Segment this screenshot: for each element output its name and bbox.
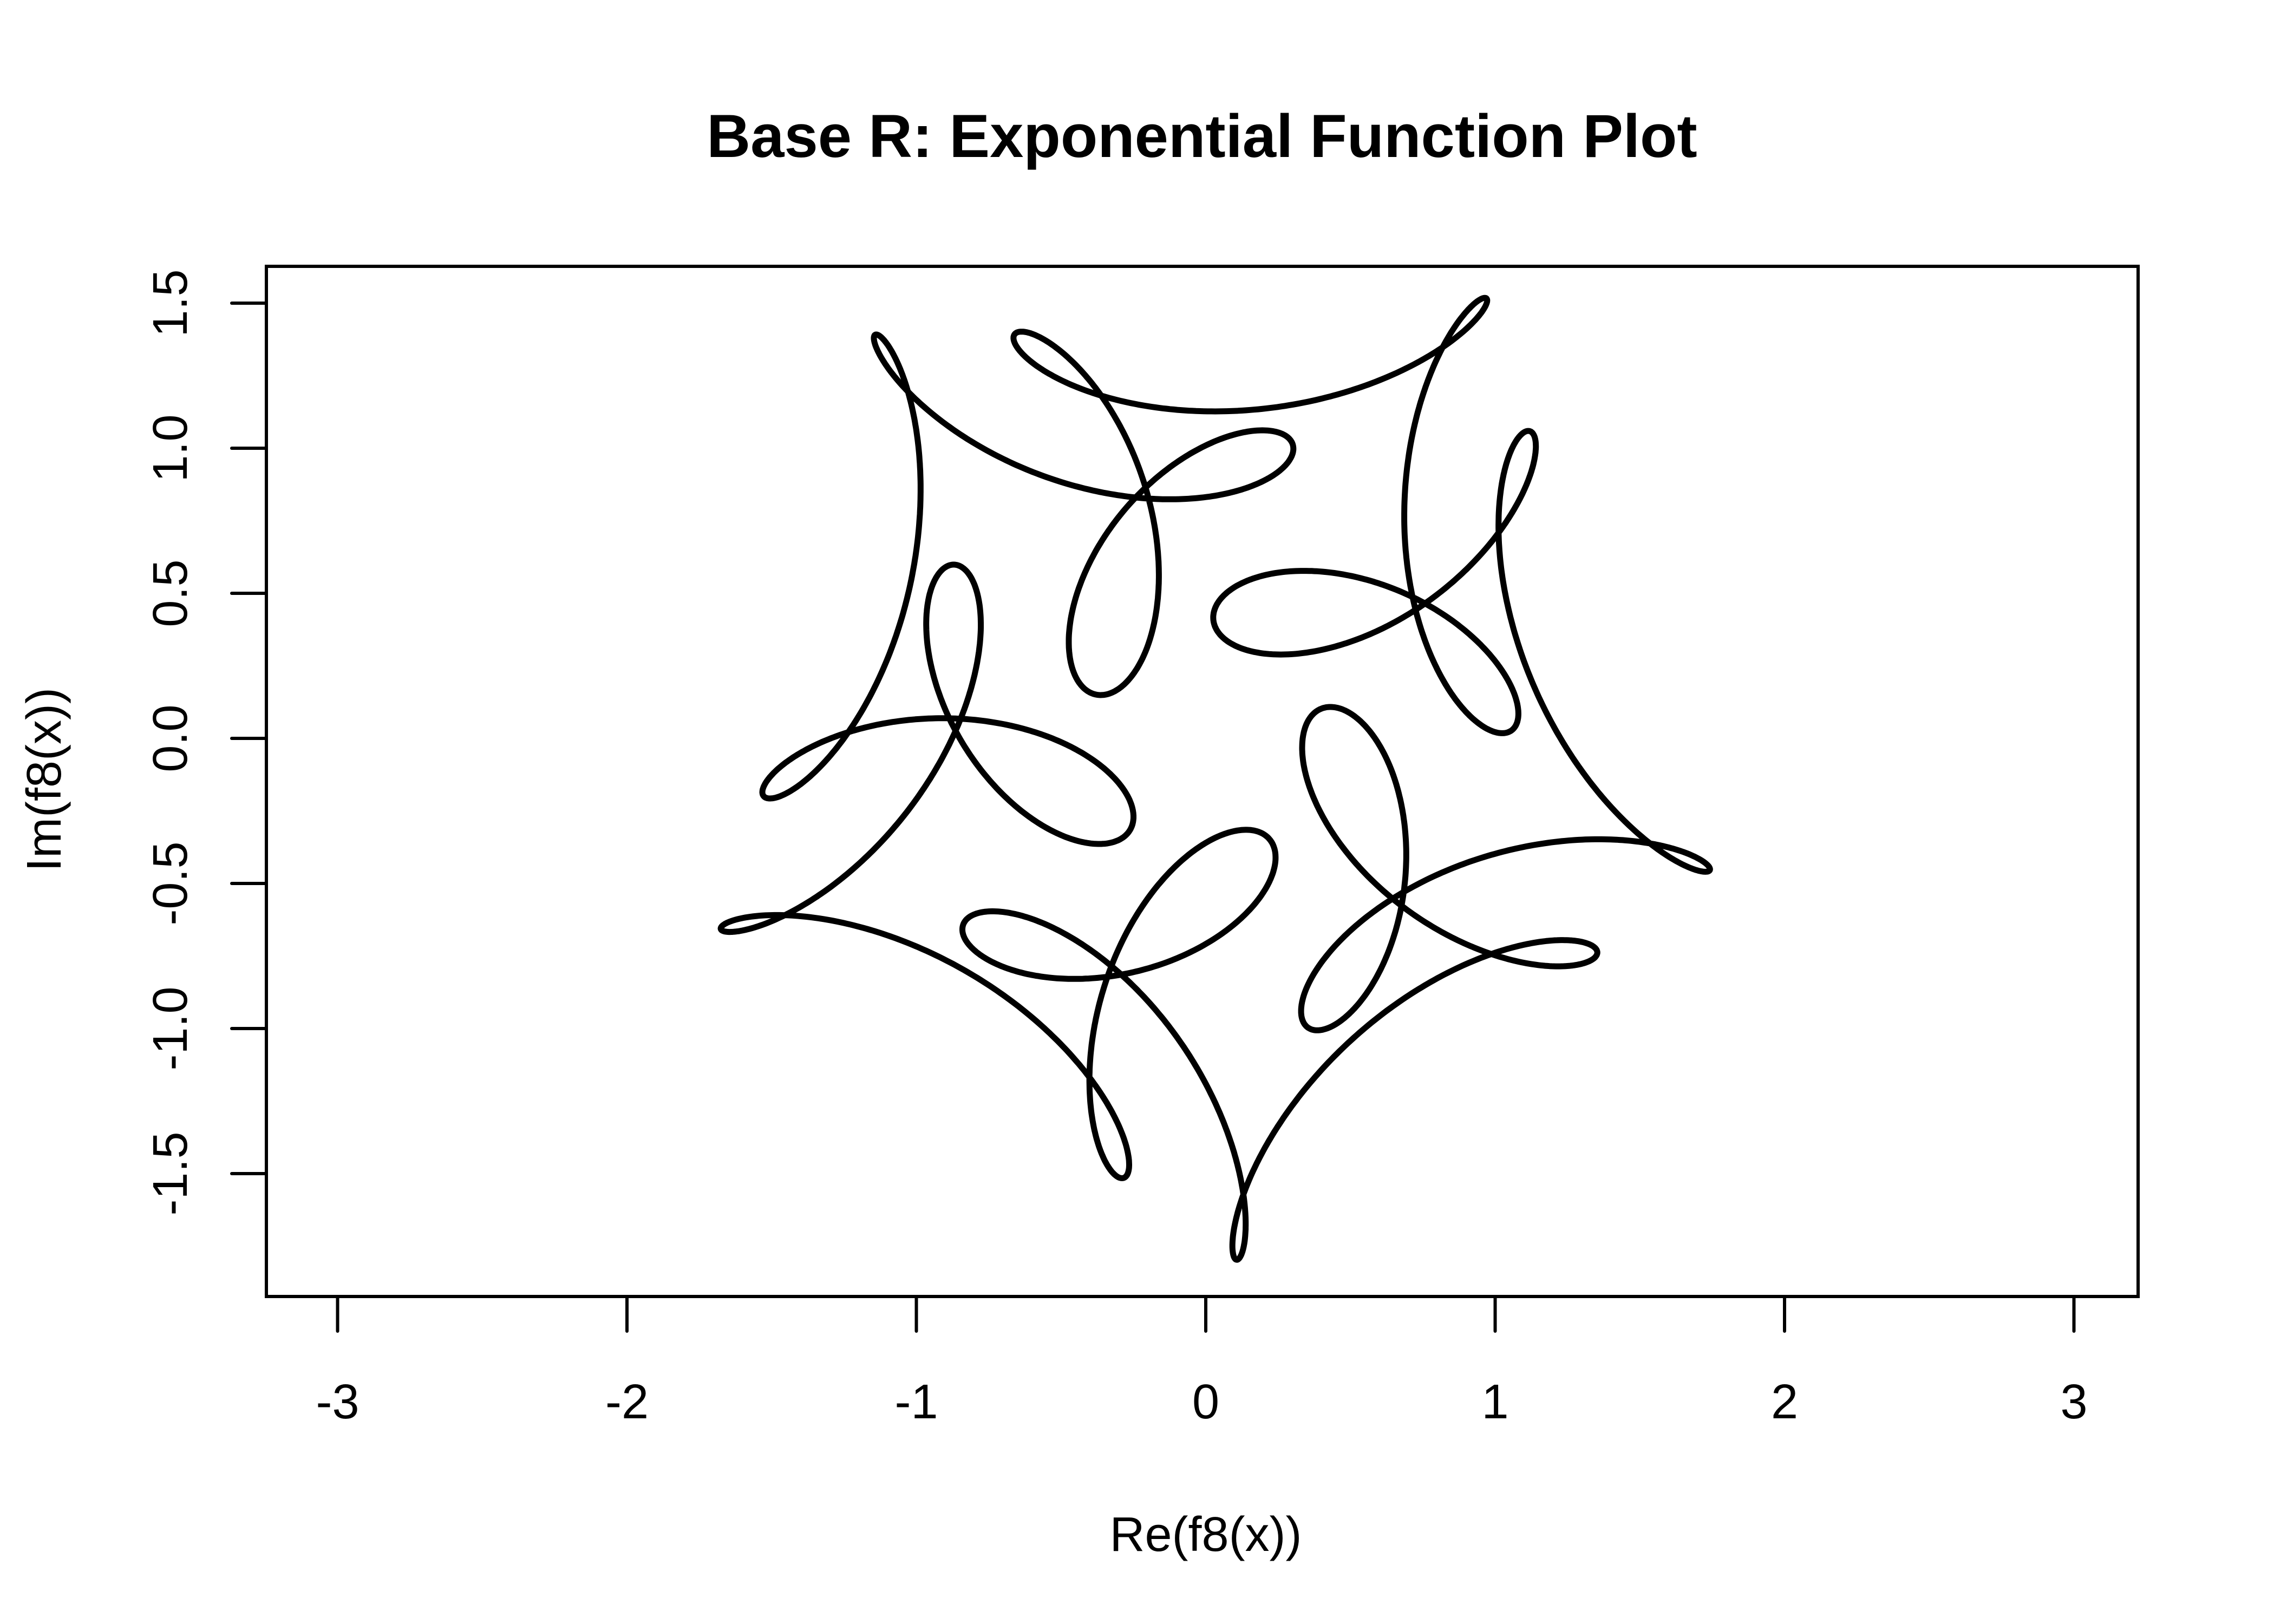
plot-frame (265, 265, 2140, 1298)
x-tick-label: -3 (316, 1375, 359, 1429)
y-tick-label: -1.5 (143, 1131, 198, 1215)
y-tick-label: -0.5 (143, 841, 198, 925)
x-tick-label: 0 (1192, 1375, 1219, 1429)
x-tick-label: -2 (605, 1375, 649, 1429)
series-curve (717, 294, 1713, 1263)
y-tick-label: 0.0 (143, 704, 198, 772)
y-tick-label: -1.0 (143, 986, 198, 1070)
x-axis-label: Re(f8(x)) (1110, 1508, 1302, 1562)
chart-title: Base R: Exponential Function Plot (707, 102, 1697, 170)
y-axis-label: Im(f8(x)) (17, 687, 71, 872)
y-tick-label: 1.0 (143, 414, 198, 482)
x-tick-label: 1 (1481, 1375, 1508, 1429)
x-tick-label: 3 (2060, 1375, 2087, 1429)
x-tick-label: -1 (894, 1375, 938, 1429)
x-tick-label: 2 (1771, 1375, 1798, 1429)
x-axis: -3 -2 -1 0 1 2 3 (316, 1295, 2088, 1429)
y-tick-label: 0.5 (143, 559, 198, 627)
y-axis: -1.5 -1.0 -0.5 0.0 0.5 1.0 1.5 (143, 269, 268, 1216)
y-tick-label: 1.5 (143, 269, 198, 337)
